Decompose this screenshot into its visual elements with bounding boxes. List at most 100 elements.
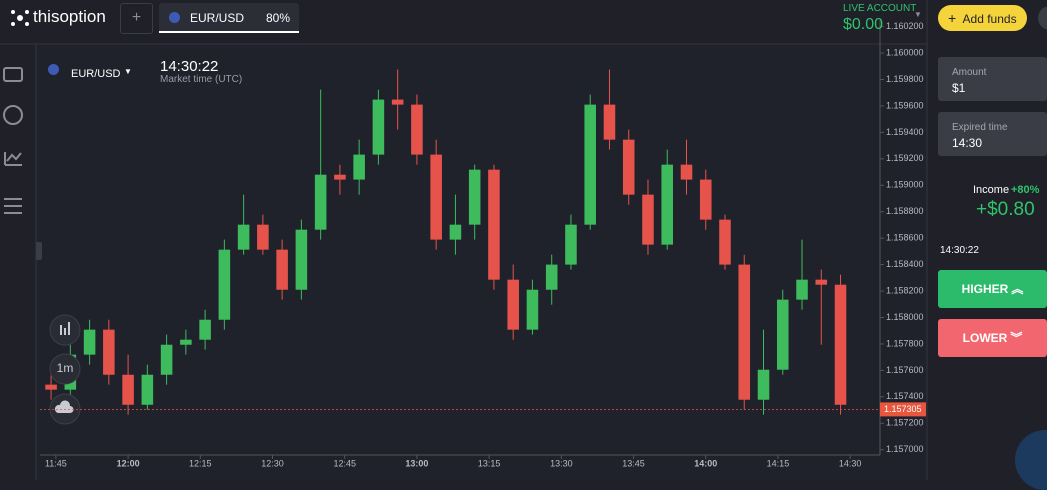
symbol-caret[interactable]: ▼ (124, 67, 132, 76)
x-tick-label: 14:15 (767, 458, 790, 468)
candle-body (391, 99, 404, 105)
candle-body (757, 369, 770, 400)
y-tick-label: 1.159000 (886, 180, 924, 190)
amount-label: Amount (952, 67, 987, 78)
y-tick-label: 1.159600 (886, 100, 924, 110)
y-tick-label: 1.159200 (886, 153, 924, 163)
lower-label: LOWER (962, 331, 1008, 345)
clock: 14:30:22 (940, 245, 979, 256)
add-funds-label: Add funds (962, 12, 1017, 26)
y-tick-label: 1.158400 (886, 259, 924, 269)
y-tick-label: 1.158600 (886, 233, 924, 243)
income: +$0.80 (976, 199, 1035, 220)
y-tick-label: 1.159800 (886, 74, 924, 84)
y-tick-label: 1.160000 (886, 47, 924, 57)
y-tick-label: 1.157400 (886, 391, 924, 401)
account-balance: $0.00 (843, 16, 884, 33)
tab-payout: 80% (265, 11, 290, 25)
candle-body (699, 179, 712, 220)
income-label: Income (973, 184, 1010, 196)
candle-body (218, 249, 231, 320)
candle-body (584, 104, 596, 225)
x-tick-label: 14:00 (694, 458, 717, 468)
candle-body (642, 194, 654, 245)
higher-button[interactable]: HIGHER ︽ (938, 270, 1047, 308)
add-funds-icon: + (948, 10, 957, 26)
candle-body (122, 374, 134, 405)
x-tick-label: 12:00 (117, 458, 140, 468)
chart-icon (4, 152, 22, 166)
logo[interactable]: thisoption (33, 7, 106, 26)
candle-body (603, 104, 616, 140)
x-tick-label: 12:45 (333, 458, 356, 468)
y-tick-label: 1.157000 (886, 444, 924, 454)
chart-bg (36, 44, 927, 480)
candle-body (334, 174, 346, 180)
account-caret[interactable]: ▼ (914, 10, 922, 19)
portfolio-icon (3, 67, 23, 82)
x-tick-label: 13:30 (550, 458, 573, 468)
y-tick-label: 1.157200 (886, 418, 924, 428)
current-price-label: 1.157305 (884, 404, 922, 414)
candle-body (83, 329, 96, 355)
candle-body (160, 344, 173, 375)
timeframe: 1m (57, 361, 74, 375)
chart: 1m 1.160200 1.160000 1.159800 1.159600 1.159… (0, 0, 928, 480)
expiry-label: Expired time (952, 122, 1008, 133)
amount-box[interactable]: Amount $1 (938, 57, 1047, 101)
collapse-toggle[interactable] (36, 242, 42, 260)
market-time: 14:30:22 (160, 58, 219, 75)
sidebar-icons (3, 67, 23, 214)
candle-body (661, 164, 674, 245)
candle-body (430, 154, 442, 240)
candle-body (199, 319, 211, 340)
candle-body (257, 224, 269, 250)
candle-body (103, 329, 115, 375)
history-icon (3, 105, 23, 125)
income-percent: +80% (1011, 184, 1040, 196)
timeframe-button[interactable] (49, 353, 81, 385)
add-funds-button[interactable]: + Add funds (938, 5, 1027, 31)
y-tick-label: 1.158000 (886, 312, 924, 322)
candle-body (622, 139, 635, 195)
candle-body (45, 384, 57, 390)
candle-body (680, 164, 693, 180)
x-tick-label: 12:30 (261, 458, 284, 468)
tab-symbol: EUR/USD (190, 11, 245, 25)
market-time-label: Market time (UTC) (160, 74, 243, 85)
asset-tab[interactable]: EUR/USD 80% (159, 3, 299, 33)
expiry: 14:30 (952, 136, 983, 150)
expiry-box[interactable]: Expired time 14:30 (938, 112, 1047, 156)
x-tick-label: 13:45 (622, 458, 645, 468)
x-tick-label: 13:00 (405, 458, 428, 468)
candle-body (719, 219, 731, 265)
y-tick-label: 1.157600 (886, 365, 924, 375)
current-price-tag (880, 402, 926, 417)
candle-body (468, 169, 481, 225)
logo-mark (11, 10, 29, 26)
amount: $1 (952, 81, 966, 95)
chart-type-icon (60, 322, 70, 335)
candle-body (815, 279, 828, 285)
lower-button[interactable]: LOWER ︾ (938, 319, 1047, 357)
add-tab-button[interactable]: + (120, 3, 153, 34)
candle-body (488, 169, 500, 280)
candle-body (834, 284, 847, 405)
candle-body (141, 374, 154, 405)
candle-body (449, 224, 462, 240)
candle-body (507, 279, 519, 330)
candle-body (738, 264, 751, 400)
candle-body (372, 99, 385, 155)
avatar[interactable] (1038, 6, 1047, 30)
x-tick-label: 12:15 (189, 458, 212, 468)
candle-body (565, 224, 577, 265)
candle-body (796, 279, 808, 300)
chart-symbol[interactable]: EUR/USD (71, 68, 121, 80)
y-tick-label: 1.157800 (886, 338, 924, 348)
x-tick-label: 11:45 (45, 458, 67, 468)
candle-body (295, 229, 308, 290)
candle-body (526, 289, 539, 330)
x-tick-label: 13:15 (478, 458, 501, 468)
account-label[interactable]: LIVE ACCOUNT (843, 3, 917, 14)
